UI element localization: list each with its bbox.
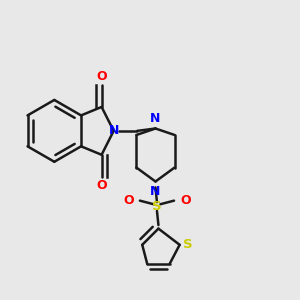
Text: S: S [152, 200, 162, 213]
Text: O: O [123, 194, 134, 207]
Text: S: S [184, 238, 193, 251]
Text: O: O [96, 179, 107, 192]
Text: O: O [96, 70, 107, 83]
Text: N: N [150, 112, 161, 125]
Text: N: N [109, 124, 119, 137]
Text: O: O [180, 194, 190, 207]
Text: N: N [150, 185, 161, 198]
